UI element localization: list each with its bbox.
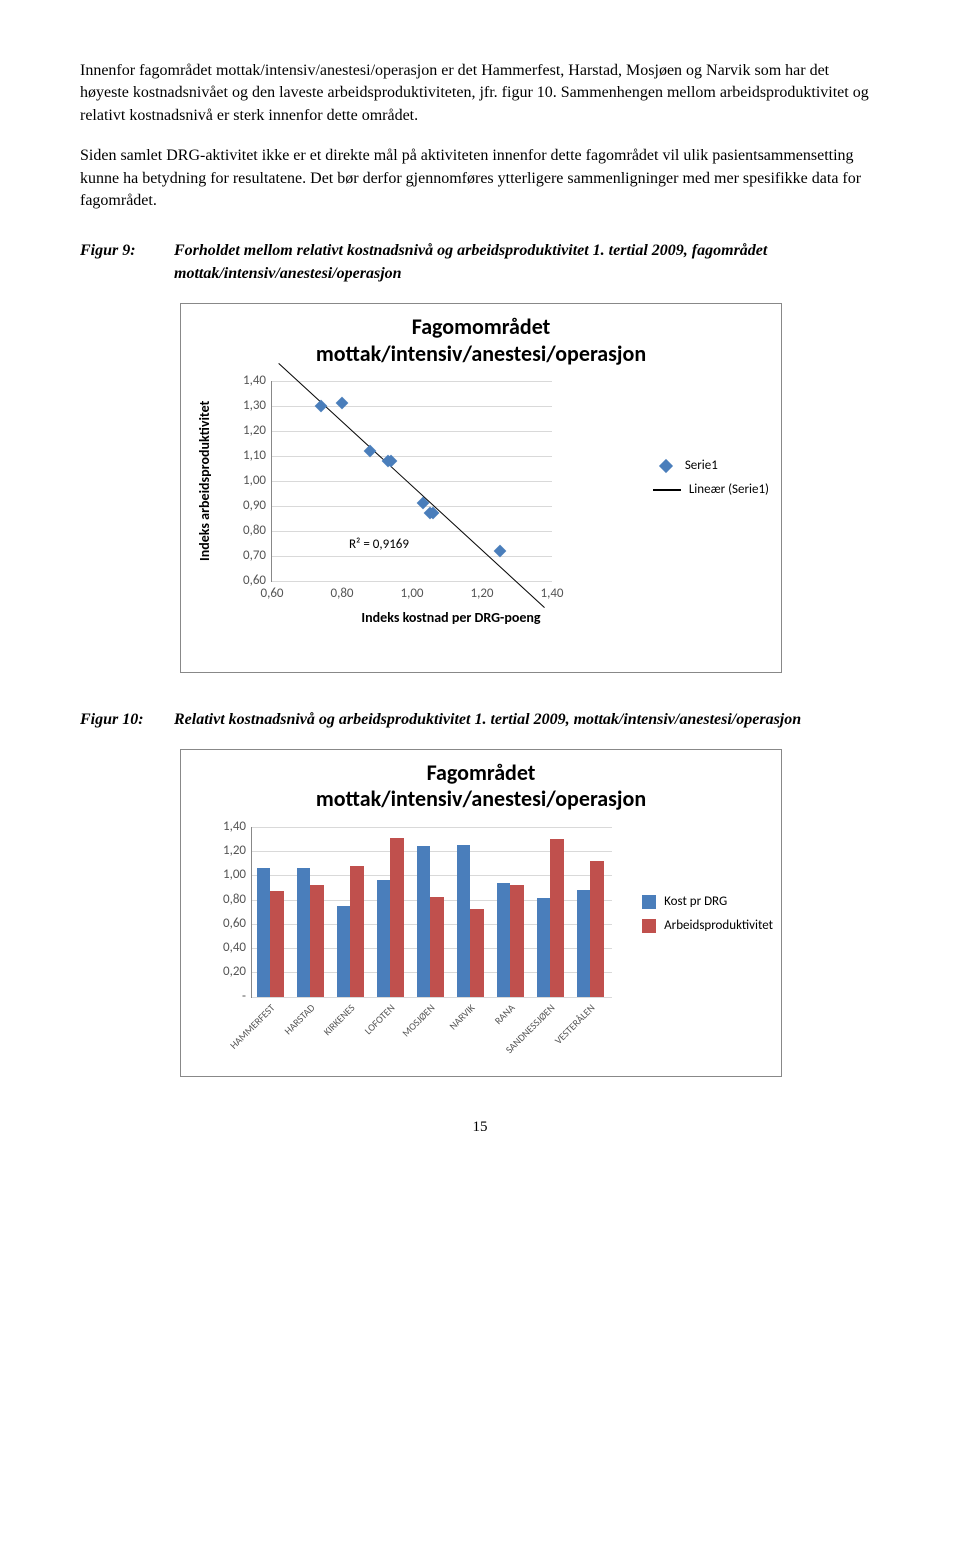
figure9-ylabel: Indeks arbeidsproduktivitet (195, 400, 215, 560)
x-category-label: MOSJØEN (395, 997, 438, 1040)
figure9-title-l1: Fagomområdet (412, 313, 551, 340)
y-tick-label: 1,40 (223, 818, 252, 836)
legend-marker-icon (659, 459, 673, 473)
legend-item: Arbeidsproduktivitet (642, 917, 773, 935)
y-tick-label: 1,10 (243, 447, 272, 465)
gridline (272, 381, 552, 382)
figure10-legend: Kost pr DRG Arbeidsproduktivitet (642, 887, 773, 941)
x-category-label: RANA (487, 997, 518, 1028)
y-tick-label: 1,20 (243, 422, 272, 440)
y-tick-label: 1,00 (243, 472, 272, 490)
scatter-marker (315, 400, 328, 413)
bar (377, 880, 391, 997)
figure10-caption-text: Relativt kostnadsnivå og arbeidsprodukti… (174, 709, 854, 731)
gridline (272, 481, 552, 482)
y-tick-label: 0,60 (223, 915, 252, 933)
legend-label: Arbeidsproduktivitet (664, 917, 773, 935)
y-tick-label: 1,40 (243, 372, 272, 390)
figure10-title-l1: Fagområdet (427, 759, 536, 786)
bar (457, 845, 471, 997)
paragraph-2: Siden samlet DRG-aktivitet ikke er et di… (80, 145, 880, 212)
x-tick-label: 0,60 (260, 581, 283, 603)
figure9-chart: Fagomområdet mottak/intensiv/anestesi/op… (180, 303, 782, 672)
y-tick-label: 0,20 (223, 963, 252, 981)
gridline (272, 506, 552, 507)
gridline (252, 827, 612, 828)
legend-label: Kost pr DRG (664, 893, 727, 911)
figure10-label: Figur 10: (80, 709, 170, 731)
figure10-chart: Fagområdet mottak/intensiv/anestesi/oper… (180, 749, 782, 1077)
legend-swatch-icon (642, 895, 656, 909)
bar (417, 846, 431, 997)
y-tick-label: 0,90 (243, 497, 272, 515)
figure9-title: Fagomområdet mottak/intensiv/anestesi/op… (181, 304, 781, 371)
bar (497, 883, 511, 997)
y-tick-label: - (242, 988, 252, 1006)
figure10-caption: Figur 10: Relativt kostnadsnivå og arbei… (80, 709, 880, 731)
y-tick-label: 1,30 (243, 397, 272, 415)
legend-swatch-icon (642, 919, 656, 933)
y-tick-label: 1,20 (223, 842, 252, 860)
x-tick-label: 1,00 (400, 581, 423, 603)
bar (590, 861, 604, 997)
legend-label: Serie1 (685, 457, 718, 475)
bar (350, 866, 364, 997)
paragraph-1: Innenfor fagområdet mottak/intensiv/anes… (80, 60, 880, 127)
figure9-legend: Serie1 Lineær (Serie1) (653, 451, 769, 505)
x-category-label: HARSTAD (277, 997, 318, 1038)
legend-line-icon (653, 489, 681, 491)
legend-label: Lineær (Serie1) (689, 481, 769, 499)
bar (577, 890, 591, 997)
r2-label: R² = 0,9169 (349, 536, 409, 554)
figure10-title-l2: mottak/intensiv/anestesi/operasjon (316, 785, 646, 812)
figure9-caption-text: Forholdet mellom relativt kostnadsnivå o… (174, 240, 854, 285)
bar (550, 839, 564, 997)
y-tick-label: 0,40 (223, 939, 252, 957)
page-number: 15 (80, 1117, 880, 1138)
x-category-label: LOFOTEN (357, 997, 398, 1038)
x-tick-label: 1,20 (470, 581, 493, 603)
y-tick-label: 1,00 (223, 866, 252, 884)
x-category-label: KIRKENES (316, 997, 358, 1039)
bar (537, 898, 551, 996)
gridline (252, 997, 612, 998)
legend-item: Serie1 (653, 457, 769, 475)
gridline (272, 556, 552, 557)
x-tick-label: 1,40 (540, 581, 563, 603)
bar (470, 909, 484, 996)
gridline (272, 456, 552, 457)
bar (510, 885, 524, 997)
bar (390, 838, 404, 997)
legend-item: Lineær (Serie1) (653, 481, 769, 499)
y-tick-label: 0,80 (243, 522, 272, 540)
x-tick-label: 0,80 (330, 581, 353, 603)
figure9-title-l2: mottak/intensiv/anestesi/operasjon (316, 340, 646, 367)
scatter-marker (336, 397, 349, 410)
figure10-title: Fagområdet mottak/intensiv/anestesi/oper… (181, 750, 781, 817)
bar (337, 906, 351, 997)
figure9-plot-area: 0,600,700,800,901,001,101,201,301,400,60… (271, 381, 552, 582)
bar (310, 885, 324, 997)
bar (270, 891, 284, 997)
bar (257, 868, 271, 997)
bar (430, 897, 444, 997)
figure10-plot-area: -0,200,400,600,801,001,201,40HAMMERFESTH… (251, 827, 612, 998)
figure9-label: Figur 9: (80, 240, 170, 262)
bar (297, 868, 311, 997)
figure9-caption: Figur 9: Forholdet mellom relativt kostn… (80, 240, 880, 285)
gridline (272, 431, 552, 432)
x-category-label: VESTERÅLEN (548, 997, 599, 1048)
x-category-label: NARVIK (442, 997, 478, 1033)
figure9-xlabel: Indeks kostnad per DRG-poeng (271, 608, 631, 628)
legend-item: Kost pr DRG (642, 893, 773, 911)
gridline (272, 531, 552, 532)
y-tick-label: 0,80 (223, 890, 252, 908)
trendline (278, 363, 545, 608)
y-tick-label: 0,70 (243, 547, 272, 565)
